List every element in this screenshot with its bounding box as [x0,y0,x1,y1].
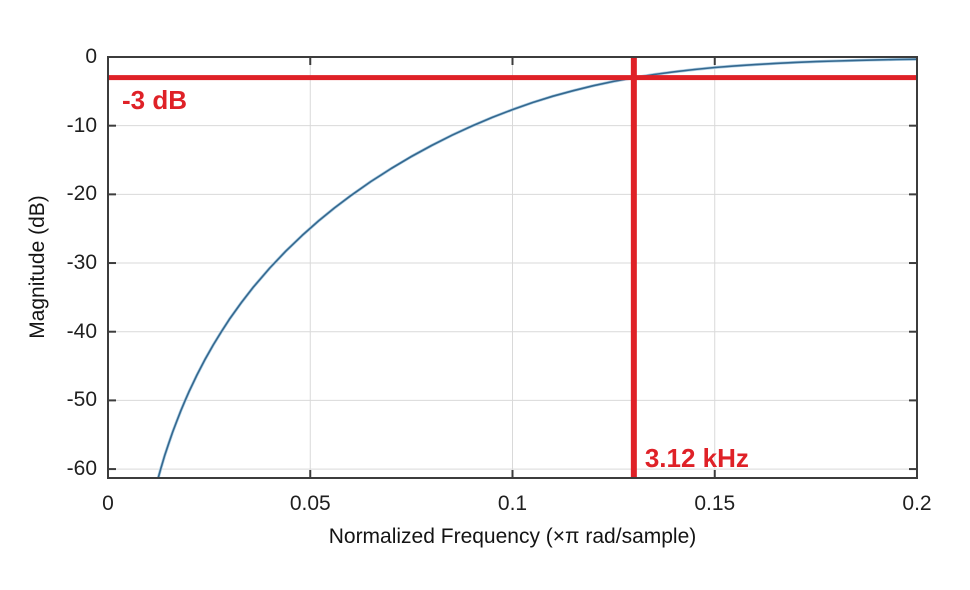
minus3db-label: -3 dB [122,84,187,115]
y-tick-label: -20 [66,182,97,206]
y-tick-label: -10 [66,113,97,137]
y-tick-label: -40 [66,319,97,343]
x-axis-title: Normalized Frequency (×π rad/sample) [328,525,697,548]
x-tick-label: 0.2 [902,492,932,515]
x-tick-label: 0.05 [289,492,331,515]
x-tick-label: 0.15 [694,492,736,515]
response-curve-halo [156,57,918,479]
y-tick-label: -50 [66,388,97,412]
response-curve [157,58,918,479]
cutoff-frequency-label: 3.12 kHz [644,443,749,473]
y-tick-label: -30 [66,251,97,275]
y-tick-label: 0 [85,45,97,68]
y-tick-label: -60 [66,457,97,481]
minus3db-line [108,75,917,81]
cutoff-frequency-line [630,56,637,478]
x-tick-label: 0 [102,492,114,515]
x-tick-label: 0.1 [497,492,528,515]
